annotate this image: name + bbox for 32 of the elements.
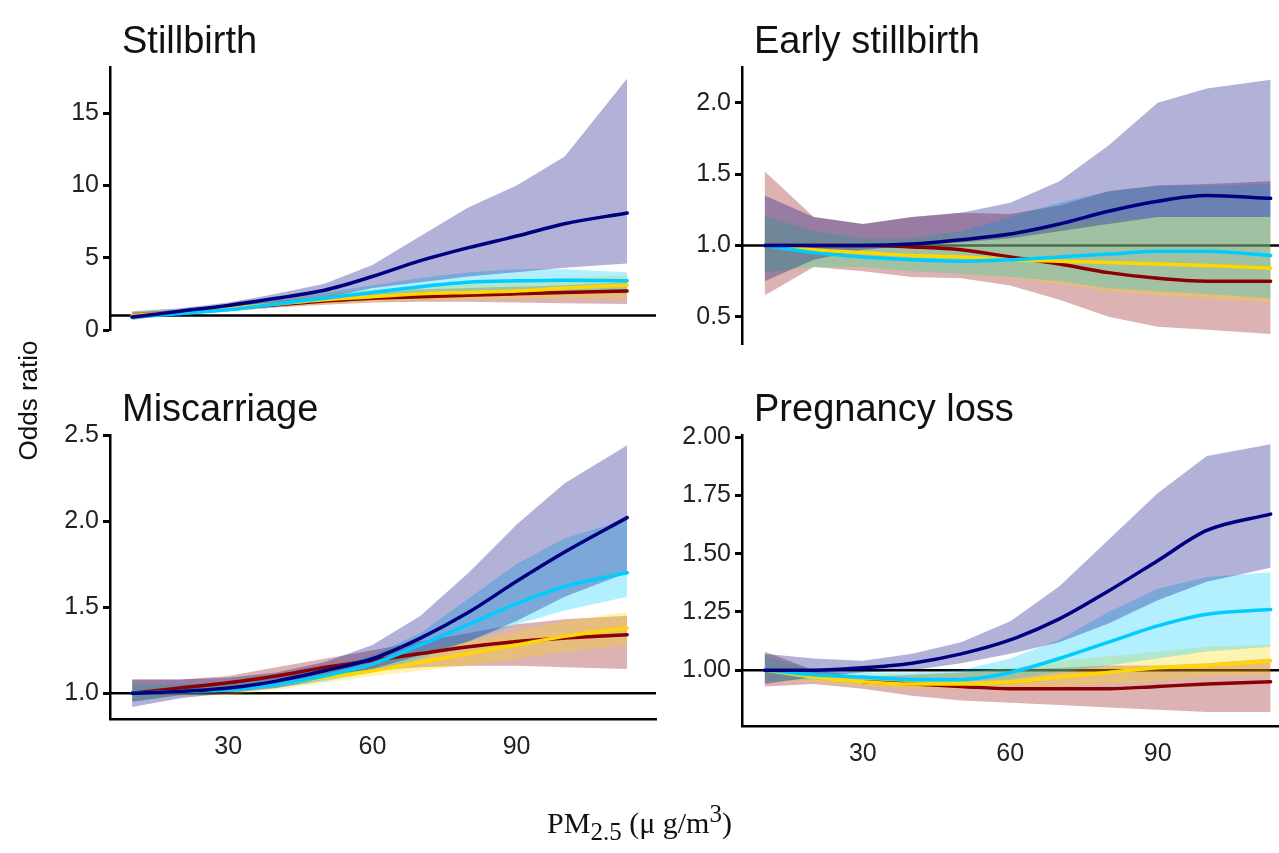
x-tick-label: 90: [1143, 737, 1172, 766]
y-tick-label: 10: [71, 169, 99, 198]
y-tick-label: 2.0: [696, 86, 731, 115]
y-tick-label: 2.5: [64, 418, 99, 447]
y-tick-label: 0: [85, 313, 99, 342]
chart-title: Pregnancy loss: [754, 387, 1014, 429]
x-axis-title: PM$_{2.5}$ (μ g/m$^{3}$): [546, 800, 733, 846]
line-series: [762, 193, 1273, 248]
y-axis-title: Odds ratio: [12, 340, 44, 461]
x-tick-label: 30: [848, 737, 877, 766]
chart-title: Early stillbirth: [754, 19, 980, 61]
y-tick-label: 2.00: [682, 421, 731, 450]
y-tick-label: 1.50: [682, 537, 731, 566]
y-tick-label: 1.5: [64, 591, 99, 620]
line-series: [762, 512, 1273, 672]
y-tick-label: 2.0: [64, 504, 99, 533]
y-tick-label: 15: [71, 97, 99, 126]
line-series: [130, 211, 629, 319]
y-tick-label: 1.0: [696, 229, 731, 258]
chart-title: Stillbirth: [122, 19, 258, 61]
chart-title: Miscarriage: [122, 387, 319, 429]
y-tick-label: 1.0: [64, 677, 99, 706]
y-tick-label: 1.75: [682, 479, 731, 508]
y-tick-label: 5: [85, 241, 99, 270]
x-tick-label: 90: [502, 730, 531, 759]
y-tick-label: 1.25: [682, 595, 731, 624]
x-tick-label: 60: [358, 730, 387, 759]
x-tick-label: 60: [996, 737, 1025, 766]
y-tick-label: 0.5: [696, 300, 731, 329]
y-tick-label: 1.5: [696, 157, 731, 186]
y-tick-label: 1.00: [682, 654, 731, 683]
x-tick-label: 30: [214, 730, 243, 759]
